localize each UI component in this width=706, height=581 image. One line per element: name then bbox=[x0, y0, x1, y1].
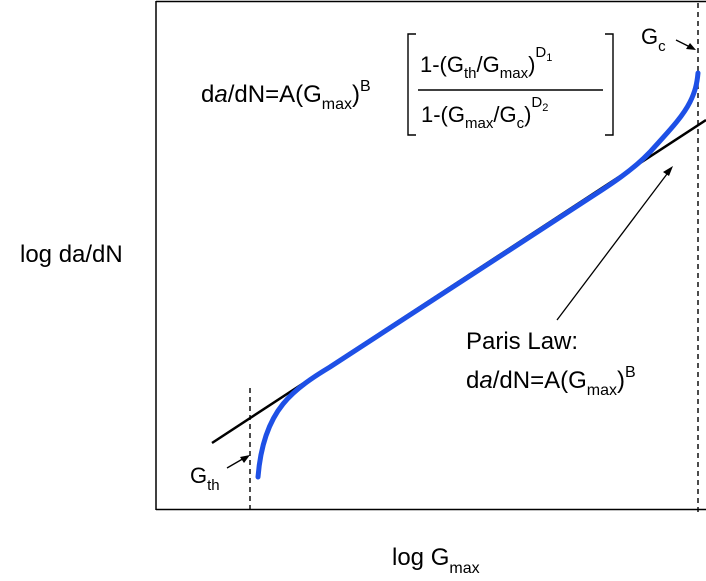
x-axis-label: log Gmax bbox=[392, 544, 480, 577]
model-curve bbox=[255, 70, 701, 480]
paris-law-pointer bbox=[556, 166, 673, 321]
equation-denominator: 1-(Gmax/Gc)D2 bbox=[421, 94, 548, 132]
paris-law-formula: da/dN=A(Gmax)B bbox=[466, 364, 636, 399]
gth-arrow bbox=[226, 455, 250, 469]
gc-label: Gc bbox=[641, 24, 666, 55]
y-axis-label: log da/dN bbox=[20, 241, 123, 268]
equation-lhs: da/dN=A(Gmax)B bbox=[201, 78, 371, 113]
equation-numerator: 1-(Gth/Gmax)D1 bbox=[420, 44, 552, 82]
x-axis-label-sub: max bbox=[449, 560, 479, 577]
gc-arrow bbox=[675, 39, 696, 50]
gth-label: Gth bbox=[190, 463, 220, 494]
plot-frame bbox=[155, 0, 706, 511]
equation-brackets bbox=[407, 33, 614, 136]
paris-law-label: Paris Law: bbox=[466, 328, 578, 355]
